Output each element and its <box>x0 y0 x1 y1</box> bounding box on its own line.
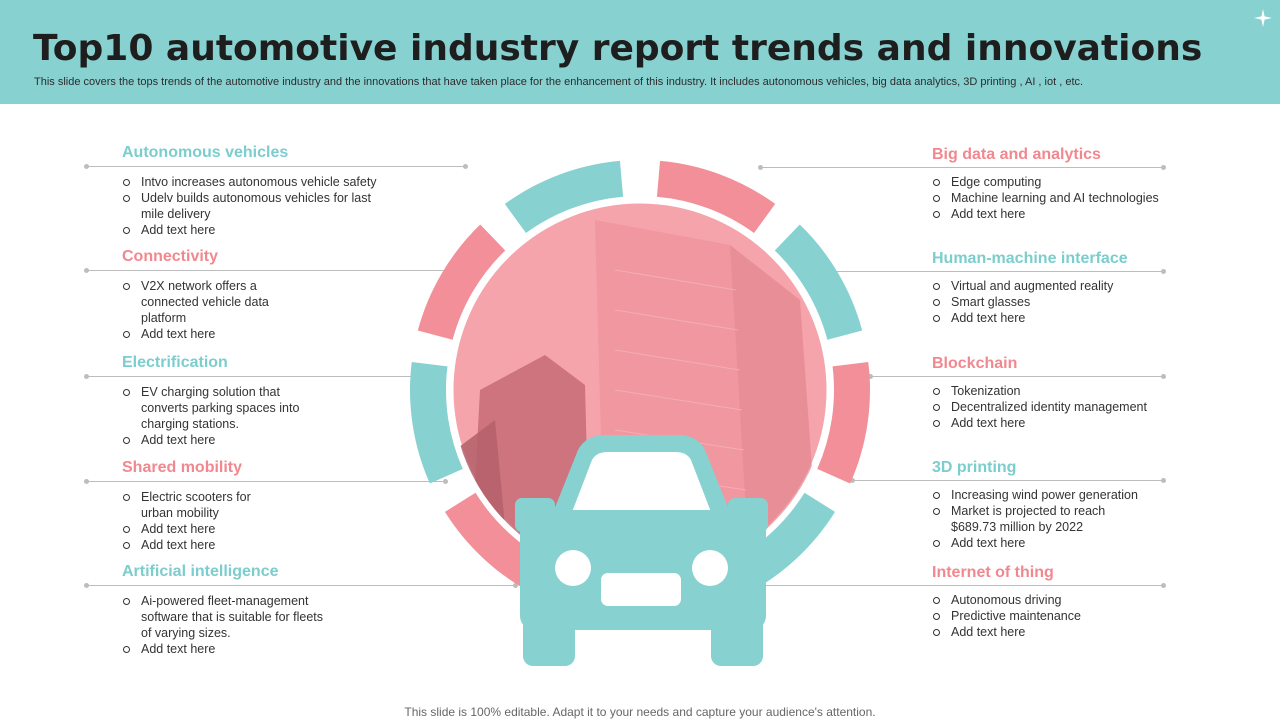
item-list: V2X network offers a connected vehicle d… <box>122 278 402 342</box>
ring-segment <box>410 361 463 484</box>
list-item: Increasing wind power generation <box>932 487 1192 503</box>
ring-segment <box>504 160 624 234</box>
item-list: Tokenization Decentralized identity mana… <box>932 383 1192 431</box>
list-item: Add text here <box>932 624 1192 640</box>
list-item: Predictive maintenance <box>932 608 1192 624</box>
segment-ring <box>410 160 870 595</box>
section-heading: Human-machine interface <box>932 250 1128 267</box>
divider <box>84 583 518 588</box>
list-item: Decentralized identity management <box>932 399 1192 415</box>
page-title: Top10 automotive industry report trends … <box>33 28 1203 69</box>
page-subtitle: This slide covers the tops trends of the… <box>34 76 1084 88</box>
list-item: Machine learning and AI technologies <box>932 190 1192 206</box>
item-list: Autonomous driving Predictive maintenanc… <box>932 592 1192 640</box>
item-list: Intvo increases autonomous vehicle safet… <box>122 174 402 238</box>
header-banner: Top10 automotive industry report trends … <box>0 0 1280 104</box>
item-list: Ai-powered fleet-management software tha… <box>122 593 402 657</box>
list-item: Edge computing <box>932 174 1192 190</box>
divider <box>84 479 448 484</box>
section-heading: Blockchain <box>932 355 1018 372</box>
list-item: Add text here <box>932 310 1192 326</box>
center-graphic <box>410 160 870 666</box>
list-item: Add text here <box>122 521 402 537</box>
list-item: Udelv builds autonomous vehicles for las… <box>122 190 391 222</box>
item-list: EV charging solution that converts parki… <box>122 384 402 448</box>
item-list: Virtual and augmented reality Smart glas… <box>932 278 1192 326</box>
section-heading: Big data and analytics <box>932 146 1101 163</box>
list-item: Ai-powered fleet-management software tha… <box>122 593 331 641</box>
section-heading: Artificial intelligence <box>122 563 279 580</box>
footer-note: This slide is 100% editable. Adapt it to… <box>404 705 876 719</box>
ring-segment <box>417 224 506 340</box>
list-item: Add text here <box>932 535 1192 551</box>
list-item: Add text here <box>122 432 402 448</box>
list-item: Add text here <box>122 222 402 238</box>
section-heading: Shared mobility <box>122 459 243 476</box>
sparkle-icon <box>1254 9 1272 27</box>
list-item: V2X network offers a connected vehicle d… <box>122 278 271 326</box>
divider <box>758 165 1166 170</box>
list-item: Add text here <box>932 206 1192 222</box>
divider <box>84 164 468 169</box>
list-item: Virtual and augmented reality <box>932 278 1192 294</box>
list-item: Add text here <box>932 415 1192 431</box>
car-icon <box>515 435 768 666</box>
section-heading: Internet of thing <box>932 564 1054 581</box>
item-list: Edge computing Machine learning and AI t… <box>932 174 1192 222</box>
list-item: Add text here <box>122 326 402 342</box>
list-item: Electric scooters for urban mobility <box>122 489 276 521</box>
list-item: Tokenization <box>932 383 1192 399</box>
ring-segment <box>774 224 863 340</box>
divider <box>830 269 1166 274</box>
divider <box>84 374 418 379</box>
list-item: EV charging solution that converts parki… <box>122 384 301 432</box>
item-list: Increasing wind power generation Market … <box>932 487 1192 551</box>
item-list: Electric scooters for urban mobility Add… <box>122 489 402 553</box>
section-heading: 3D printing <box>932 459 1017 476</box>
section-heading: Connectivity <box>122 248 219 265</box>
divider <box>868 374 1166 379</box>
divider <box>850 478 1166 483</box>
ring-segment <box>817 361 870 484</box>
list-item: Market is projected to reach $689.73 mil… <box>932 503 1151 535</box>
list-item: Add text here <box>122 641 402 657</box>
list-item: Smart glasses <box>932 294 1192 310</box>
list-item: Autonomous driving <box>932 592 1192 608</box>
list-item: Intvo increases autonomous vehicle safet… <box>122 174 402 190</box>
section-heading: Electrification <box>122 354 228 371</box>
ring-segment <box>656 160 776 234</box>
list-item: Add text here <box>122 537 402 553</box>
section-heading: Autonomous vehicles <box>122 144 289 161</box>
